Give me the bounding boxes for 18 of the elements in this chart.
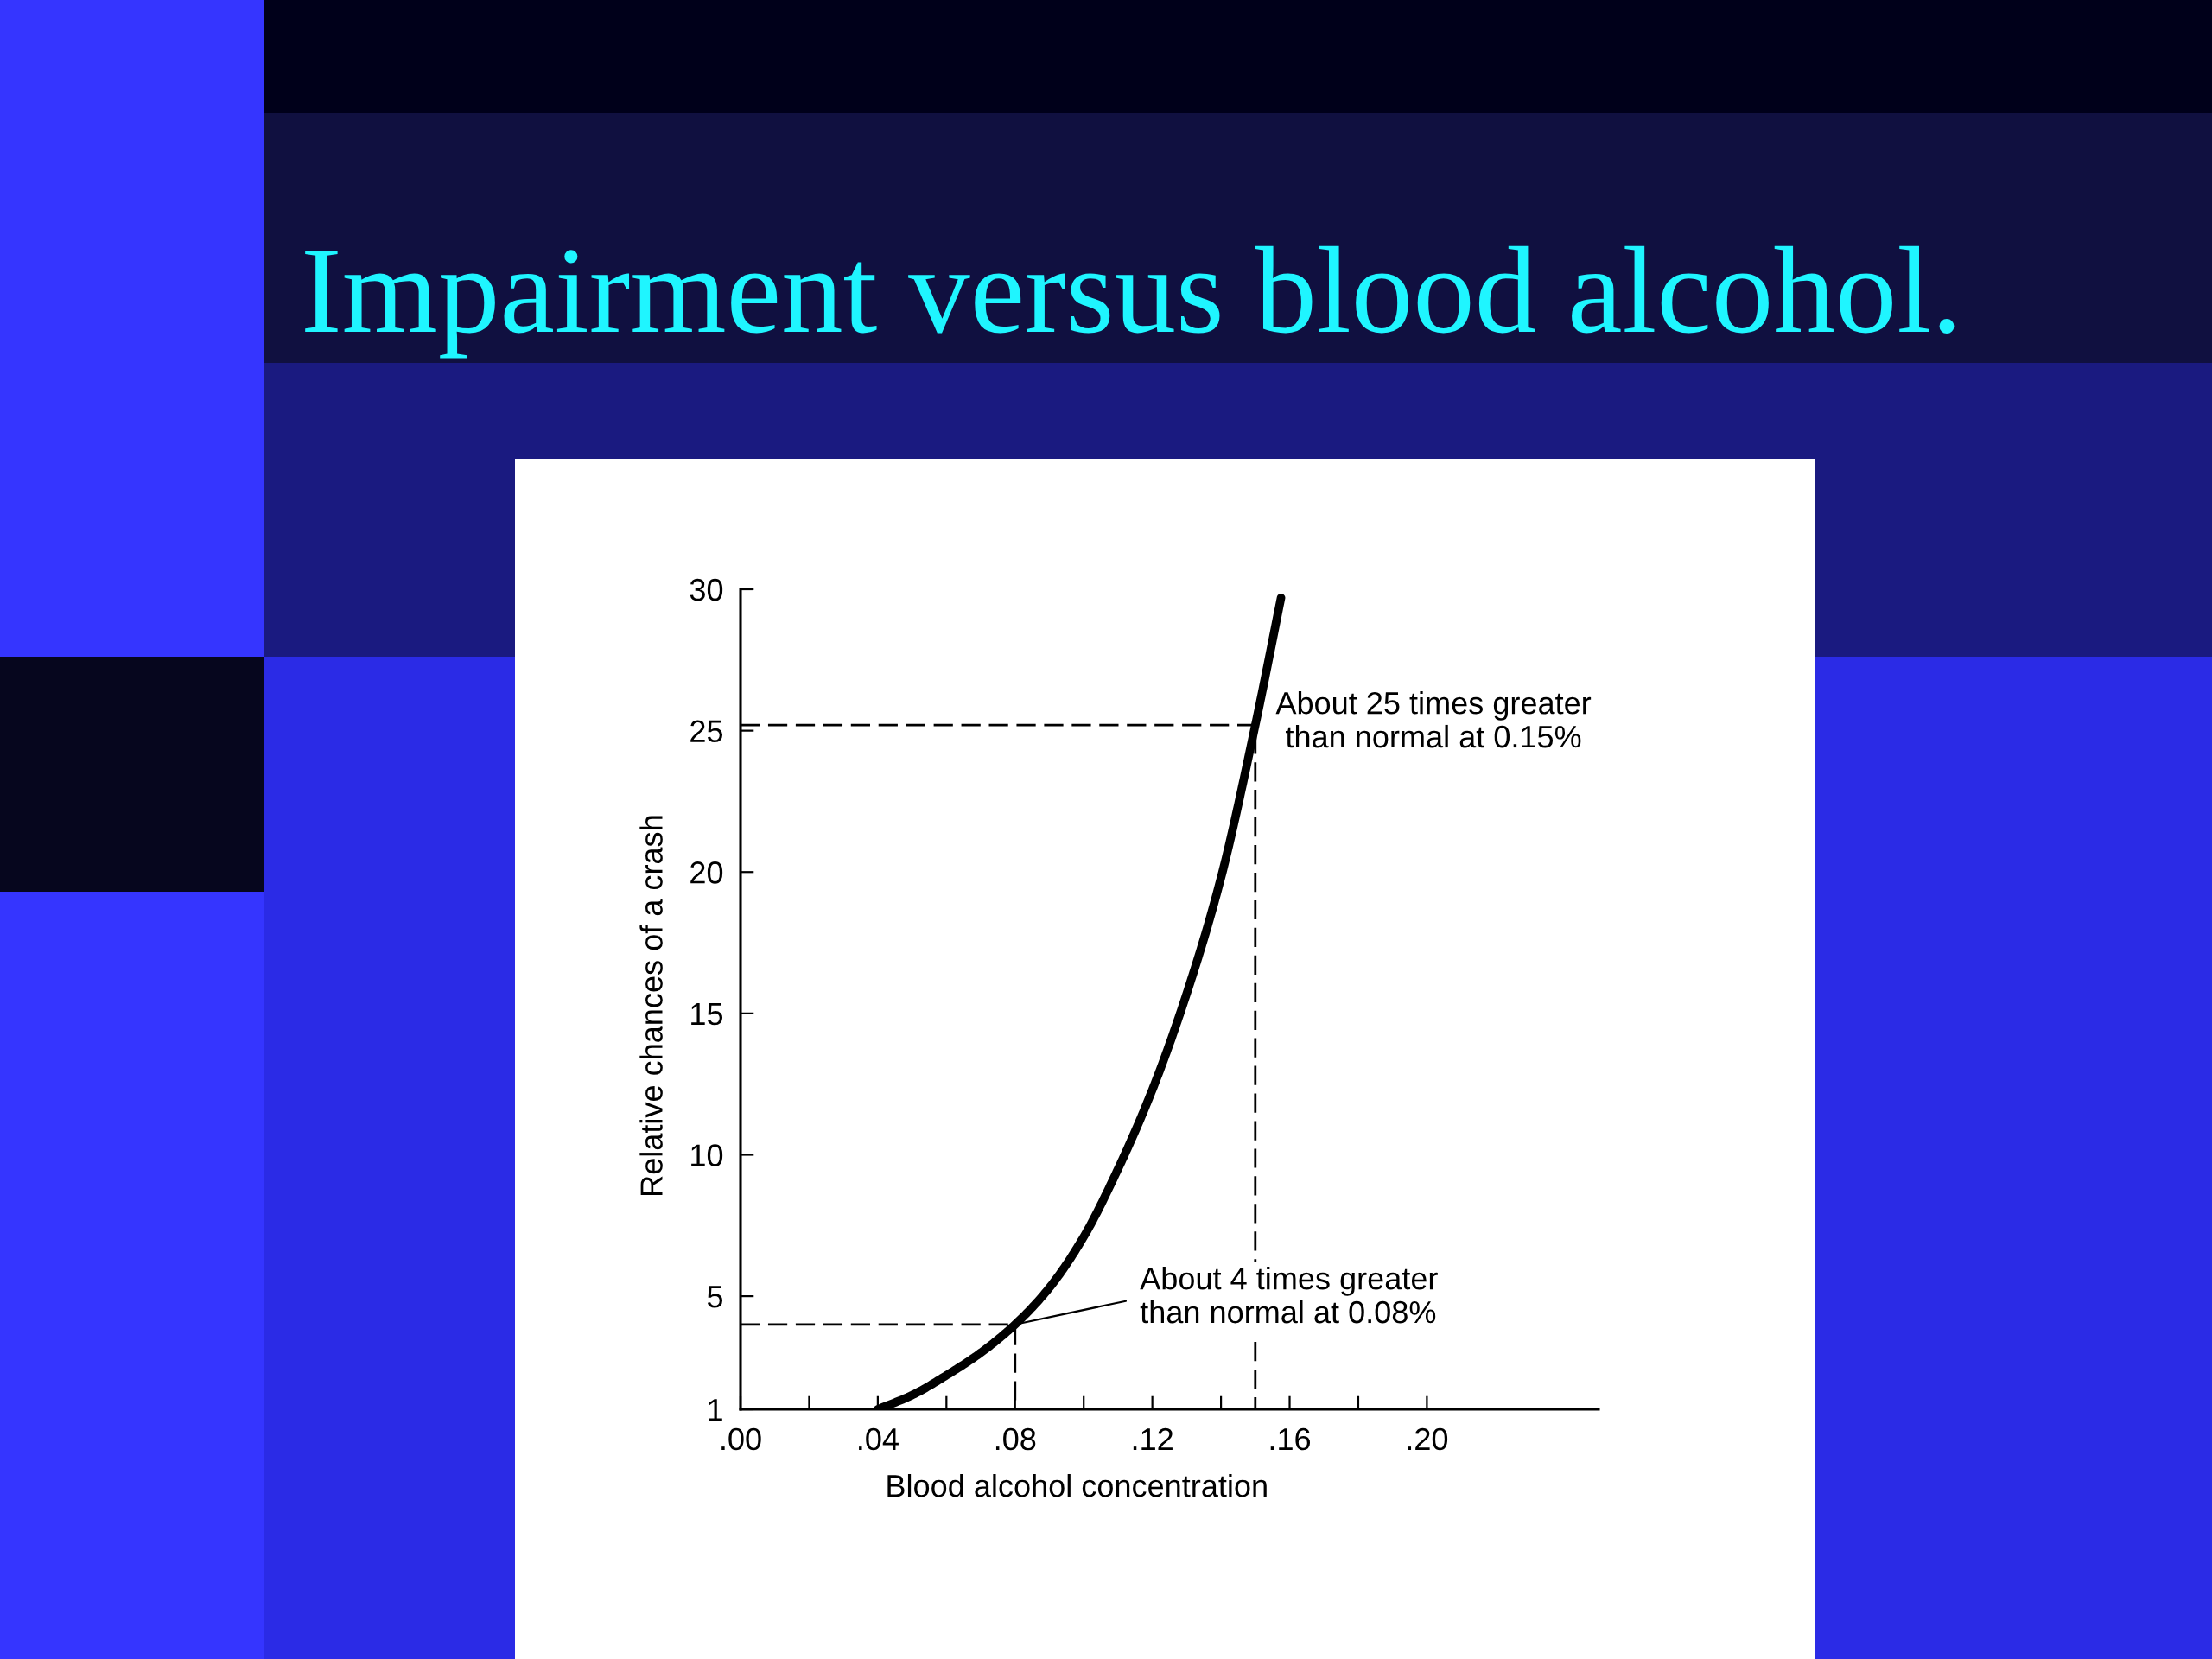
- annotation: About 4 times greater than normal at 0.08%: [1140, 1266, 1438, 1324]
- x-tick-label: .16: [1270, 1427, 1311, 1451]
- y-tick-label: 1: [709, 1399, 722, 1421]
- x-axis-title: Blood alcohol concentration: [887, 1473, 1267, 1497]
- x-tick-label: .20: [1408, 1427, 1448, 1451]
- y-tick-label: 20: [690, 861, 723, 884]
- x-tick-label: .12: [1133, 1427, 1173, 1450]
- y-tick-label: 15: [691, 1003, 723, 1026]
- y-tick-label: 5: [707, 1286, 723, 1308]
- x-tick-label: .08: [995, 1427, 1036, 1451]
- annotation: About 25 times greater than normal at 0.15%: [1275, 691, 1592, 748]
- chart-title: Impairment versus blood alcohol.: [305, 245, 1955, 359]
- x-tick-label: .00: [721, 1427, 761, 1451]
- y-tick-label: 25: [690, 720, 723, 743]
- y-tick-label: 30: [690, 578, 723, 601]
- y-axis-title: Relative chances of a crash: [639, 816, 663, 1195]
- y-tick-label: 10: [691, 1144, 723, 1166]
- x-tick-label: .04: [859, 1427, 899, 1451]
